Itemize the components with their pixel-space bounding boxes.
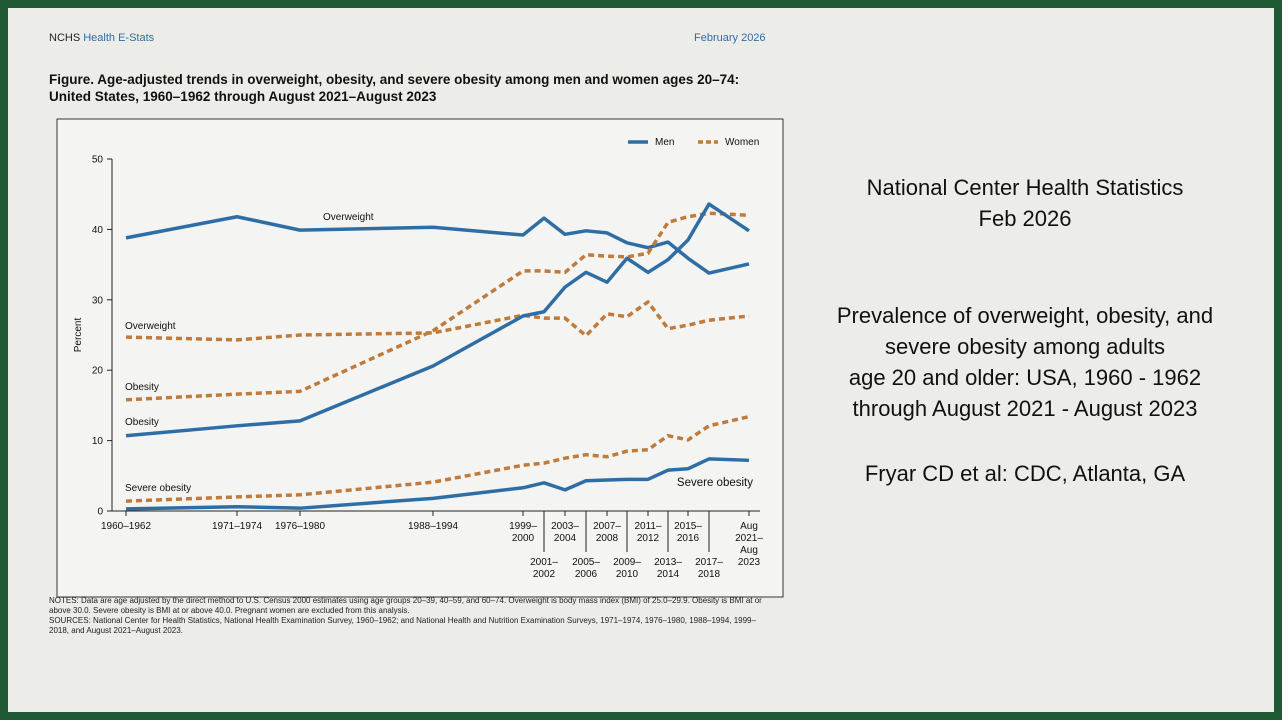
x-tick-label: 1960–1962: [101, 521, 151, 532]
x-tick-label: 2005– 2006: [572, 557, 600, 580]
series-line: [125, 300, 750, 342]
series-line: [125, 414, 750, 503]
x-tick-label: 2013– 2014: [654, 557, 682, 580]
y-tick-label: 10: [92, 436, 104, 447]
y-tick-label: 30: [92, 295, 104, 306]
x-tick-label: 2007– 2008: [593, 521, 621, 544]
legend-label: Women: [725, 137, 759, 148]
y-axis-label: Percent: [73, 318, 84, 353]
side-description-line: age 20 and older: USA, 1960 - 1962: [848, 365, 1202, 390]
note: SOURCES: National Center for Health Stat…: [49, 616, 756, 635]
x-tick-label: 1976–1980: [275, 521, 325, 532]
y-tick-label: 40: [92, 225, 104, 236]
side-description: Prevalence of overweight, obesity, and se…: [790, 300, 1260, 424]
x-tick-label: 1988–1994: [408, 521, 458, 532]
figure-title: Figure. Age-adjusted trends in overweigh…: [49, 72, 740, 104]
x-tick-label: 2015– 2016: [674, 521, 702, 544]
series-label: Severe obesity: [125, 483, 191, 494]
x-tick-label: 2003– 2004: [551, 521, 579, 544]
side-source-line: National Center Health Statistics: [866, 175, 1184, 200]
header-date: February 2026: [694, 32, 766, 44]
series-line: [125, 457, 750, 511]
series-label: Obesity: [125, 417, 159, 428]
y-tick-label: 50: [92, 155, 104, 166]
series-name: Health E-Stats: [83, 32, 155, 44]
x-tick-label: 2011– 2012: [634, 521, 662, 544]
y-tick-label: 20: [92, 366, 104, 377]
x-tick-label: 2009– 2010: [613, 557, 641, 580]
note: NOTES: Data are age adjusted by the dire…: [49, 596, 762, 615]
y-tick-label: 0: [97, 507, 103, 518]
agency: NCHS: [49, 32, 81, 44]
series-line: [125, 211, 750, 402]
side-description-line: severe obesity among adults: [884, 334, 1166, 359]
legend-label: Men: [655, 137, 674, 148]
side-description-line: through August 2021 - August 2023: [852, 396, 1198, 421]
x-tick-label: 2001– 2002: [530, 557, 558, 580]
series-label: Obesity: [125, 382, 159, 393]
series-line: [125, 202, 750, 438]
series-label: Overweight: [125, 321, 176, 332]
series-line: [125, 214, 750, 275]
x-tick-label: 2017– 2018: [695, 557, 723, 580]
chart-frame: [56, 118, 784, 598]
side-source: National Center Health Statistics Feb 202…: [790, 172, 1260, 234]
side-citation: Fryar CD et al: CDC, Atlanta, GA: [864, 461, 1186, 486]
x-tick-label: 1971–1974: [212, 521, 262, 532]
side-description-line: Prevalence of overweight, obesity, and: [836, 303, 1214, 328]
series-label: Overweight: [323, 212, 374, 223]
side-source-line: Feb 2026: [978, 206, 1072, 231]
header: NCHS Health E-Stats: [49, 32, 154, 44]
x-tick-label: Aug 2021– Aug 2023: [735, 521, 763, 568]
notes: NOTES: Data are age adjusted by the dire…: [49, 596, 769, 636]
series-label: Severe obesity: [677, 477, 753, 489]
x-tick-label: 1999– 2000: [509, 521, 537, 544]
